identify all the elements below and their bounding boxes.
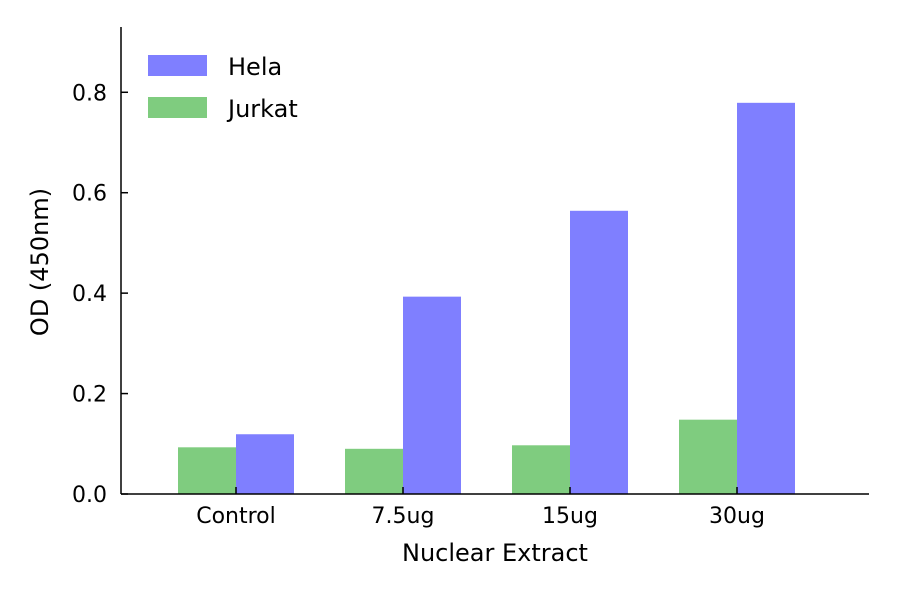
bar-jurkat-7-5ug	[345, 448, 403, 494]
bar-hela-control	[236, 434, 294, 494]
y-ticks-group: 0.0 0.2 0.4 0.6 0.8	[72, 81, 128, 508]
x-tick-label: 30ug	[709, 504, 765, 529]
y-tick-label: 0.8	[72, 81, 107, 106]
x-tick-label: 7.5ug	[372, 504, 435, 529]
y-axis-label: OD (450nm)	[26, 188, 54, 336]
bar-jurkat-30ug	[679, 419, 737, 494]
y-tick-label: 0.2	[72, 383, 107, 408]
x-tick-label: Control	[196, 504, 276, 529]
bar-hela-30ug	[737, 102, 795, 494]
legend: Hela Jurkat	[148, 53, 298, 123]
legend-label-jurkat: Jurkat	[226, 95, 298, 123]
bar-hela-7-5ug	[403, 296, 461, 494]
bar-jurkat-15ug	[512, 445, 570, 494]
axes-group	[120, 27, 869, 495]
x-ticks-group: Control 7.5ug 15ug 30ug	[196, 487, 765, 529]
bars-group	[178, 102, 795, 494]
legend-label-hela: Hela	[228, 53, 282, 81]
x-tick-label: 15ug	[542, 504, 598, 529]
legend-swatch-jurkat	[148, 97, 207, 118]
y-tick-label: 0.0	[72, 483, 107, 508]
bar-jurkat-control	[178, 447, 236, 494]
y-tick-label: 0.4	[72, 282, 107, 307]
bar-hela-15ug	[570, 210, 628, 494]
x-axis-label: Nuclear Extract	[402, 539, 588, 567]
legend-swatch-hela	[148, 55, 207, 76]
y-tick-label: 0.6	[72, 182, 107, 207]
